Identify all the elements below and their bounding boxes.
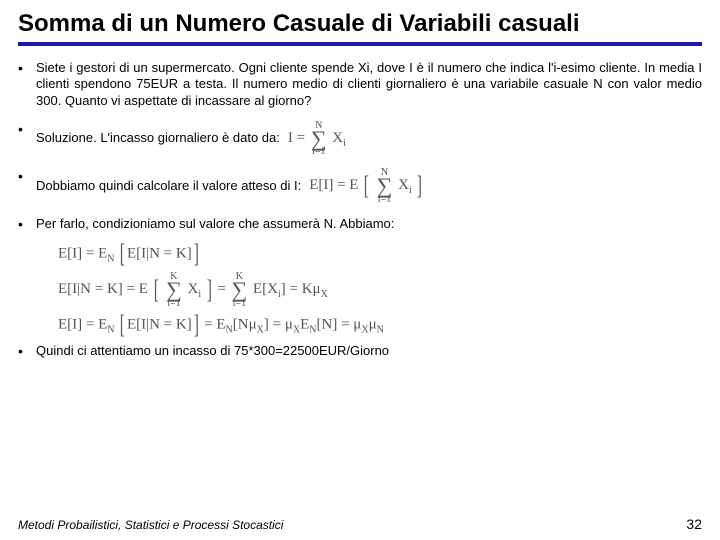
formula-sub: i bbox=[343, 138, 346, 149]
formula-sub: X bbox=[321, 290, 328, 301]
sum-bot: i=1 bbox=[233, 299, 246, 308]
formula-sub: X bbox=[293, 324, 300, 335]
bullet-text: Quindi ci attentiamo un incasso di 75*30… bbox=[36, 343, 702, 359]
bullet-text: Siete i gestori di un supermercato. Ogni… bbox=[36, 60, 702, 109]
bullet-item: • Dobbiamo quindi calcolare il valore at… bbox=[18, 168, 702, 204]
formula-sub: N bbox=[309, 324, 316, 335]
formula-part: E bbox=[300, 316, 309, 332]
formula-lhs: E[I] = E bbox=[309, 178, 358, 194]
page-number: 32 bbox=[686, 516, 702, 532]
formula-var: X bbox=[188, 282, 199, 298]
bullet-dot: • bbox=[18, 60, 36, 77]
sum-symbol: N ∑ i=1 bbox=[311, 121, 327, 157]
formula-sub: N bbox=[377, 324, 384, 335]
formula-line-1: E[I] = EN [E[I|N = K]] bbox=[58, 245, 702, 265]
sigma-icon: ∑ bbox=[377, 177, 393, 195]
bracket-left-icon: [ bbox=[153, 281, 158, 299]
bullet-list: • Siete i gestori di un supermercato. Og… bbox=[18, 60, 702, 233]
formula-part: [Nμ bbox=[233, 316, 257, 332]
formula-part: = E bbox=[204, 316, 225, 332]
formula-part: E[I] = E bbox=[58, 245, 107, 261]
formula-part: = bbox=[217, 282, 229, 298]
formula-part: [N] = μ bbox=[317, 316, 362, 332]
bullet-item: • Soluzione. L'incasso giornaliero è dat… bbox=[18, 121, 702, 157]
sum-bot: i=1 bbox=[167, 299, 180, 308]
sigma-icon: ∑ bbox=[311, 130, 327, 148]
bullet-dot: • bbox=[18, 121, 36, 138]
bullet-item: • Quindi ci attentiamo un incasso di 75*… bbox=[18, 343, 702, 360]
formula-expected: E[I] = E [ N ∑ i=1 Xi ] bbox=[309, 168, 424, 204]
formula-line-3: E[I] = EN [E[I|N = K]] = EN[NμX] = μXEN[… bbox=[58, 316, 702, 336]
formula-part: E[I|N = K] bbox=[127, 245, 192, 261]
formula-part: E[I|N = K] bbox=[127, 316, 192, 332]
sigma-icon: ∑ bbox=[166, 281, 182, 299]
slide: Somma di un Numero Casuale di Variabili … bbox=[0, 0, 720, 540]
bullet-dot: • bbox=[18, 216, 36, 233]
sigma-icon: ∑ bbox=[232, 281, 248, 299]
bullet-text: Dobbiamo quindi calcolare il valore atte… bbox=[36, 168, 702, 204]
formula-sub: X bbox=[257, 324, 264, 335]
sum-symbol: K ∑ i=1 bbox=[232, 272, 248, 308]
formula-sub: N bbox=[226, 324, 233, 335]
bracket-right-icon: ] bbox=[193, 316, 198, 334]
bullet-label: Dobbiamo quindi calcolare il valore atte… bbox=[36, 178, 301, 194]
formula-sub: N bbox=[107, 253, 114, 264]
formula-sub: i bbox=[198, 290, 201, 301]
bracket-right-icon: ] bbox=[417, 177, 422, 195]
formula-part: E[I] = E bbox=[58, 316, 107, 332]
sum-symbol: K ∑ i=1 bbox=[166, 272, 182, 308]
bullet-item: • Per farlo, condizioniamo sul valore ch… bbox=[18, 216, 702, 233]
formula-sub: i bbox=[409, 186, 412, 197]
bracket-right-icon: ] bbox=[193, 245, 198, 263]
sum-bot: i=1 bbox=[378, 195, 391, 204]
bullet-dot: • bbox=[18, 168, 36, 185]
formula-income: I = N ∑ i=1 Xi bbox=[288, 121, 346, 157]
bracket-left-icon: [ bbox=[120, 245, 125, 263]
formula-line-2: E[I|N = K] = E [ K ∑ i=1 Xi ] = K ∑ i=1 … bbox=[58, 272, 702, 308]
formula-part: E[I|N = K] = E bbox=[58, 282, 148, 298]
formula-lhs: I = bbox=[288, 130, 305, 146]
bullet-text: Soluzione. L'incasso giornaliero è dato … bbox=[36, 121, 702, 157]
sum-symbol: N ∑ i=1 bbox=[377, 168, 393, 204]
bullet-list-2: • Quindi ci attentiamo un incasso di 75*… bbox=[18, 343, 702, 360]
formula-var: X bbox=[398, 178, 409, 194]
formula-sub: N bbox=[107, 324, 114, 335]
bullet-dot: • bbox=[18, 343, 36, 360]
formula-sub: X bbox=[361, 324, 368, 335]
sum-bot: i=1 bbox=[312, 147, 325, 156]
slide-title: Somma di un Numero Casuale di Variabili … bbox=[18, 10, 702, 38]
formula-var: X bbox=[332, 130, 343, 146]
formula-part: ] = Kμ bbox=[281, 282, 321, 298]
footer-text: Metodi Probailistici, Statistici e Proce… bbox=[18, 518, 283, 532]
formula-part: ] = μ bbox=[264, 316, 293, 332]
title-rule bbox=[18, 42, 702, 46]
bullet-label: Soluzione. L'incasso giornaliero è dato … bbox=[36, 130, 280, 146]
formula-part: μ bbox=[369, 316, 377, 332]
formula-part: E[X bbox=[253, 282, 278, 298]
slide-footer: Metodi Probailistici, Statistici e Proce… bbox=[18, 516, 702, 532]
bracket-left-icon: [ bbox=[364, 177, 369, 195]
bracket-right-icon: ] bbox=[207, 281, 212, 299]
bullet-item: • Siete i gestori di un supermercato. Og… bbox=[18, 60, 702, 109]
bullet-text: Per farlo, condizioniamo sul valore che … bbox=[36, 216, 702, 232]
bracket-left-icon: [ bbox=[120, 316, 125, 334]
